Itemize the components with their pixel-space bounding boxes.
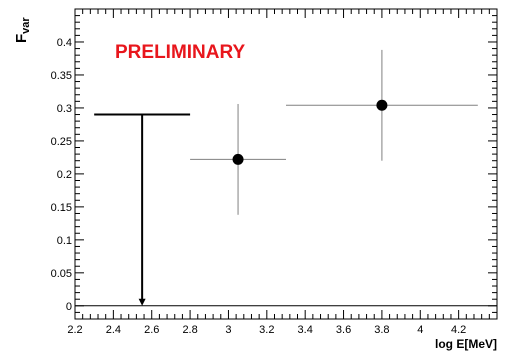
y-ticks: 0 0.05 0.1 0.15 0.2 0.25 0.3 0.35 0.4 (51, 8, 497, 313)
y-axis-title-sub: var (20, 17, 32, 34)
x-tick-label: 2.8 (182, 324, 197, 336)
y-axis-title: Fvar (13, 17, 32, 43)
x-tick-label: 2.6 (144, 324, 159, 336)
y-tick-label: 0.4 (57, 37, 72, 49)
y-tick-label: 0.15 (51, 202, 72, 214)
y-tick-label: 0.05 (51, 268, 72, 280)
x-tick-label: 3 (225, 324, 231, 336)
x-tick-label: 4.2 (451, 324, 466, 336)
x-tick-label: 3.2 (259, 324, 274, 336)
data-points (190, 49, 478, 215)
x-tick-label: 3.8 (374, 324, 389, 336)
data-point (232, 153, 244, 165)
x-tick-label: 2.4 (106, 324, 121, 336)
y-tick-label: 0.1 (57, 235, 72, 247)
plot-frame (74, 8, 498, 320)
y-tick-label: 0 (66, 301, 72, 313)
upper-limit-arrow-head (138, 298, 146, 306)
y-tick-label: 0.3 (57, 103, 72, 115)
y-tick-label: 0.35 (51, 70, 72, 82)
x-tick-label: 3.6 (336, 324, 351, 336)
y-axis-title-main: F (13, 34, 30, 43)
x-tick-label: 2.2 (67, 324, 82, 336)
y-tick-label: 0.2 (57, 169, 72, 181)
preliminary-annotation: PRELIMINARY (115, 42, 246, 63)
upper-limits (94, 113, 191, 306)
data-point (376, 99, 388, 111)
x-ticks: 2.2 2.4 2.6 2.8 3 3.2 3.4 3.6 3.8 4 4.2 (67, 9, 498, 336)
x-tick-label: 4 (417, 324, 423, 336)
y-tick-label: 0.25 (51, 136, 72, 148)
x-axis-title: log E[MeV] (435, 337, 497, 351)
x-tick-label: 3.4 (298, 324, 313, 336)
